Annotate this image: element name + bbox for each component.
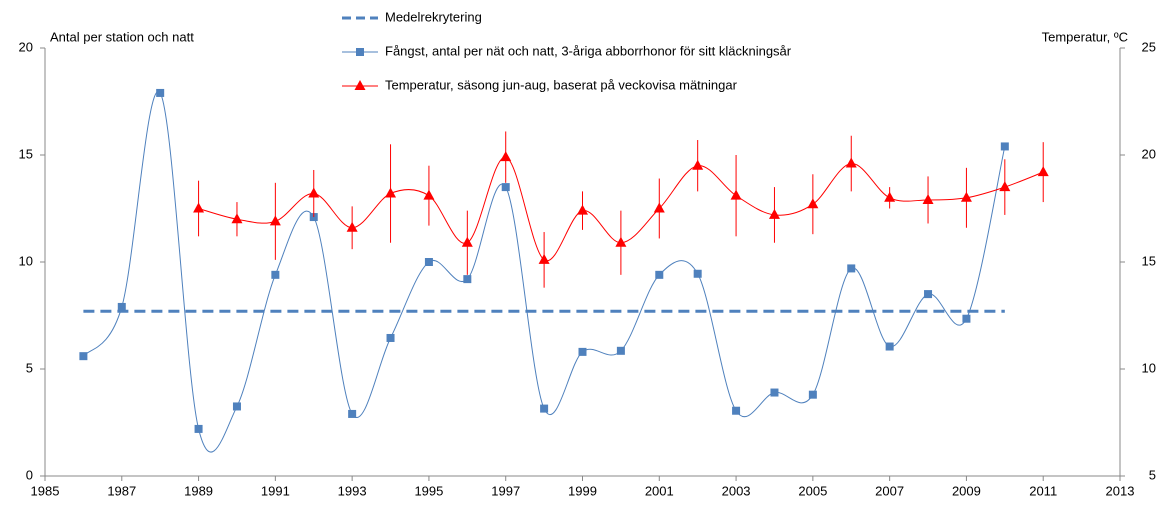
point xyxy=(692,159,704,170)
point xyxy=(924,290,933,299)
point xyxy=(194,424,203,433)
point xyxy=(653,202,665,213)
legend-label: Temperatur, säsong jun-aug, baserat på v… xyxy=(385,77,738,92)
point xyxy=(1037,166,1049,177)
y-axis-label: Antal per station och natt xyxy=(50,29,194,44)
x-tick-label: 1997 xyxy=(491,483,520,498)
x-tick-label: 1999 xyxy=(568,483,597,498)
point xyxy=(732,406,741,415)
y-tick-label: 10 xyxy=(19,253,33,268)
point xyxy=(386,333,395,342)
point xyxy=(231,213,243,224)
point xyxy=(884,191,896,202)
point xyxy=(770,388,779,397)
point xyxy=(655,270,664,279)
legend-label: Fångst, antal per nät och natt, 3-åriga … xyxy=(385,43,792,58)
y-tick-label: 5 xyxy=(26,360,33,375)
point xyxy=(960,191,972,202)
x-tick-label: 2013 xyxy=(1106,483,1135,498)
point xyxy=(768,208,780,219)
legend-marker xyxy=(354,80,366,90)
y-tick-label: 15 xyxy=(19,146,33,161)
y2-tick-label: 15 xyxy=(1142,253,1156,268)
point xyxy=(693,269,702,278)
y-tick-label: 20 xyxy=(19,39,33,54)
point xyxy=(79,352,88,361)
point xyxy=(578,347,587,356)
x-tick-label: 2001 xyxy=(645,483,674,498)
point xyxy=(615,236,627,247)
x-tick-label: 1987 xyxy=(107,483,136,498)
point xyxy=(962,314,971,323)
point xyxy=(463,275,472,284)
x-tick-label: 1991 xyxy=(261,483,290,498)
point xyxy=(500,151,512,162)
y2-tick-label: 25 xyxy=(1142,39,1156,54)
x-tick-label: 2011 xyxy=(1029,483,1057,498)
y2-axis-label: Temperatur, ºC xyxy=(1042,29,1128,44)
x-tick-label: 2009 xyxy=(952,483,981,498)
legend-marker xyxy=(356,48,364,56)
x-tick-label: 2007 xyxy=(875,483,904,498)
point xyxy=(348,409,357,418)
point xyxy=(807,198,819,209)
point xyxy=(346,221,358,232)
point xyxy=(999,181,1011,192)
point xyxy=(501,183,510,192)
point xyxy=(193,202,205,213)
point xyxy=(461,236,473,247)
point xyxy=(1000,142,1009,151)
point xyxy=(577,204,588,215)
x-tick-label: 1989 xyxy=(184,483,213,498)
point xyxy=(385,187,397,198)
x-tick-label: 1995 xyxy=(414,483,443,498)
x-tick-label: 1985 xyxy=(31,483,60,498)
x-tick-label: 2005 xyxy=(798,483,827,498)
point xyxy=(540,404,549,413)
point xyxy=(922,193,934,204)
point xyxy=(232,402,241,411)
point xyxy=(423,189,435,200)
point xyxy=(885,342,894,351)
point xyxy=(271,270,280,279)
point xyxy=(538,253,550,264)
x-tick-label: 1993 xyxy=(338,483,367,498)
point xyxy=(424,258,433,266)
y2-tick-label: 10 xyxy=(1142,360,1156,375)
point xyxy=(616,346,625,355)
point xyxy=(117,302,126,311)
x-tick-label: 2003 xyxy=(722,483,751,498)
point xyxy=(847,264,856,273)
point xyxy=(269,215,281,226)
y2-tick-label: 20 xyxy=(1142,146,1156,161)
series-line xyxy=(82,90,1006,453)
point xyxy=(156,88,165,97)
y2-tick-label: 5 xyxy=(1149,467,1156,482)
point xyxy=(308,187,320,198)
point xyxy=(730,189,742,200)
point xyxy=(808,390,817,399)
point xyxy=(845,157,857,168)
legend-label: Medelrekrytering xyxy=(385,9,482,24)
y-tick-label: 0 xyxy=(26,467,33,482)
